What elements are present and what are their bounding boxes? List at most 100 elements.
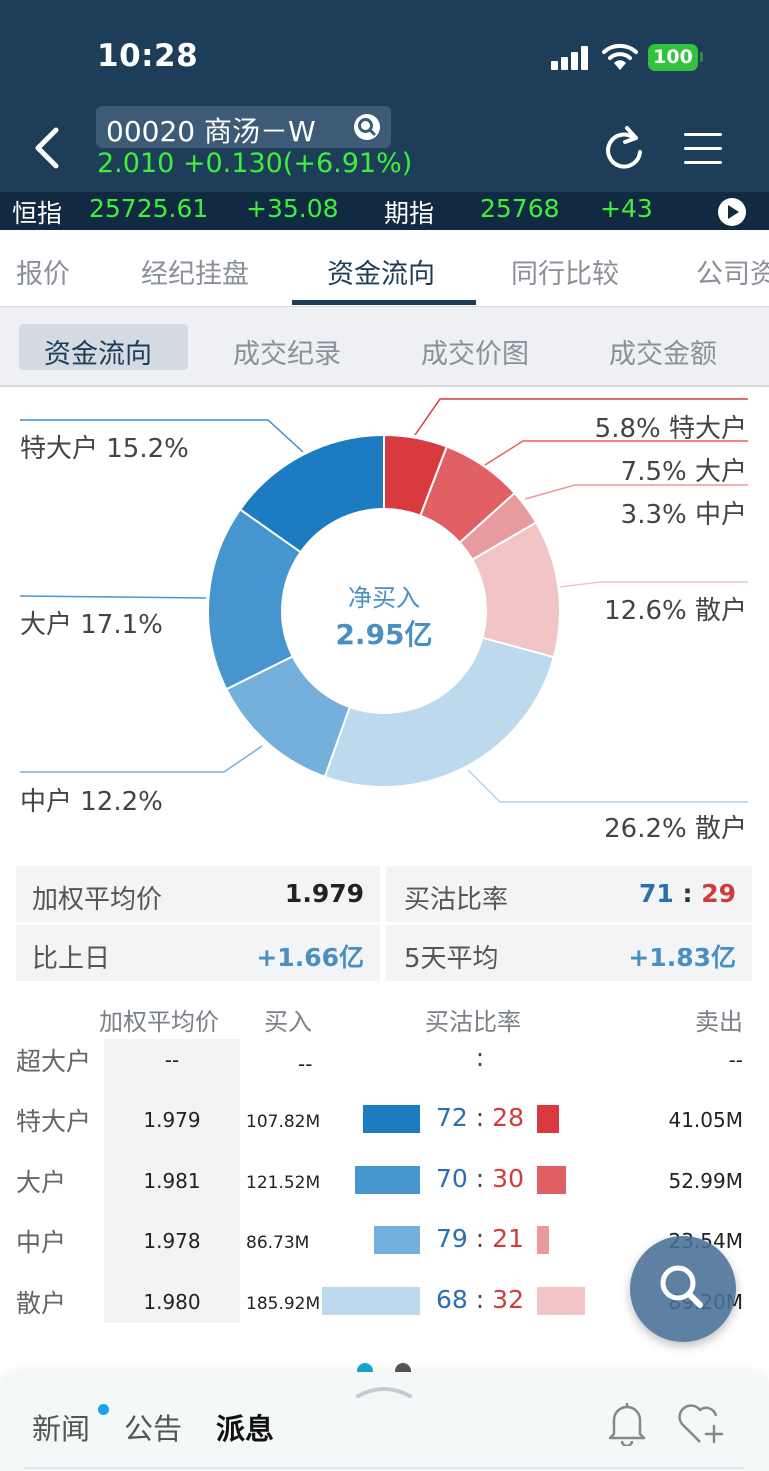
row-avg-price: -- [164,1048,180,1072]
row-ratio-buy: 70 [436,1164,468,1193]
summary-5day-avg: 5天平均 +1.83亿 [386,925,752,981]
active-tab-indicator [292,300,476,305]
hsi-value: 25725.61 [89,194,209,223]
row-ratio: 79 : 21 [425,1224,535,1253]
ratio-sell: 29 [701,879,736,908]
donut-segments [207,433,561,788]
col-header-avg-price: 加权平均价 [99,1008,219,1036]
row-avg-price: 1.978 [143,1229,201,1253]
battery-indicator: 100 [648,44,698,71]
stock-selector[interactable]: 00020 商汤－W [96,106,391,148]
tab-broker-queue[interactable]: 经纪挂盘 [141,259,249,290]
main-tabs: 报价 经纪挂盘 资金流向 同行比较 公司资 [0,230,769,308]
buy-bar [322,1287,420,1315]
tab-news[interactable]: 新闻 [32,1412,91,1446]
tab-peer-compare[interactable]: 同行比较 [511,259,619,290]
back-icon[interactable] [30,126,66,170]
row-ratio-colon: : [475,1103,485,1132]
floating-search-button[interactable] [630,1236,736,1342]
chevron-up-icon[interactable] [354,1380,414,1400]
summary-avg-price: 加权平均价 1.979 [16,866,380,922]
row-ratio: : [425,1043,535,1072]
sell-bar [537,1226,549,1254]
ratio-buy: 71 [638,879,674,908]
subtab-money-flow[interactable]: 资金流向 [44,339,152,370]
row-ratio-sell: 32 [492,1285,524,1314]
sub-tabs: 资金流向 成交纪录 成交价图 成交金额 [0,307,769,387]
avg5-label: 5天平均 [404,944,499,974]
leader-line-large-sell [484,440,748,466]
row-buy-amount: 107.82M [246,1112,321,1132]
donut-slice [323,636,556,788]
bottom-divider [24,1467,744,1469]
heart-add-icon[interactable] [676,1402,728,1446]
tab-money-flow[interactable]: 资金流向 [327,259,435,290]
row-buy-amount: 185.92M [246,1294,321,1314]
row-ratio-colon: : [475,1043,485,1072]
battery-tip [700,52,703,62]
label-large-buy: 大户 17.1% [20,610,163,640]
row-sell-amount: -- [728,1048,743,1072]
row-ratio-colon: : [475,1164,485,1193]
subtab-price-chart[interactable]: 成交价图 [421,339,529,370]
tab-quote[interactable]: 报价 [16,259,70,290]
col-header-sell: 卖出 [695,1008,743,1036]
row-avg-price: 1.981 [143,1169,201,1193]
row-buy-amount: 86.73M [246,1233,310,1253]
row-ratio-sell: 28 [492,1103,524,1132]
row-ratio-sell: 30 [492,1164,524,1193]
subtab-turnover[interactable]: 成交金额 [609,339,717,370]
leader-line-retail-buy [467,769,748,803]
row-ratio-buy: 68 [436,1285,468,1314]
bell-icon[interactable] [606,1400,648,1446]
stock-price: 2.010 +0.130(+6.91%) [97,148,413,179]
futures-change: +43 [600,194,653,223]
row-avg-price: 1.979 [143,1108,201,1132]
bottom-news-panel [0,1372,769,1471]
menu-icon[interactable] [684,131,722,165]
avg-price-value: 1.979 [284,879,364,908]
sell-bar [537,1166,566,1194]
row-avg-price: 1.980 [143,1290,201,1314]
row-ratio-buy: 79 [436,1224,468,1253]
col-header-ratio: 买沽比率 [425,1008,521,1036]
label-mid-sell: 3.3% 中户 [620,500,747,530]
col-header-buy: 买入 [264,1008,312,1036]
row-ratio-buy: 72 [436,1103,468,1132]
row-name: 大户 [16,1168,67,1197]
row-ratio: 72 : 28 [425,1103,535,1132]
futures-label: 期指 [384,199,435,228]
tab-announcement[interactable]: 公告 [124,1412,183,1446]
tab-dividend[interactable]: 派息 [216,1412,275,1446]
prev-day-label: 比上日 [32,944,111,974]
leader-line-super-buy [20,419,304,453]
hsi-change: +35.08 [246,194,339,223]
summary-buy-sell-ratio: 买沽比率 71 : 29 [386,866,752,922]
app-header: 10:28 100 00020 商汤－W 2.010 +0.130(+6.91%… [0,0,769,192]
futures-value: 25768 [480,194,560,223]
signal-icon [551,46,591,70]
money-flow-donut [19,398,748,803]
leader-line-large-buy [19,595,207,599]
subtab-trade-record[interactable]: 成交纪录 [233,339,341,370]
active-subtab-highlight [19,324,188,370]
leader-line-super-sell [414,398,748,436]
row-buy-amount: -- [298,1052,313,1076]
buy-bar [355,1166,420,1194]
status-time: 10:28 [97,38,199,74]
sell-bar [537,1105,559,1133]
play-icon[interactable] [718,198,746,226]
index-ticker: 恒指 25725.61 +35.08 期指 25768 +43 [0,192,769,230]
summary-vs-prev-day: 比上日 +1.66亿 [16,925,380,981]
row-ratio: 70 : 30 [425,1164,535,1193]
row-name: 超大户 [16,1047,92,1076]
stock-name: 00020 商汤－W [106,115,316,148]
leader-line-mid-buy [20,745,263,773]
donut-center-value: 2.95亿 [335,618,433,651]
tab-company-info[interactable]: 公司资 [696,259,769,290]
ratio-label: 买沽比率 [404,885,509,915]
leader-lines [19,398,748,803]
search-icon[interactable] [353,113,381,141]
refresh-icon[interactable] [603,126,645,170]
label-retail-buy: 26.2% 散户 [604,814,747,844]
